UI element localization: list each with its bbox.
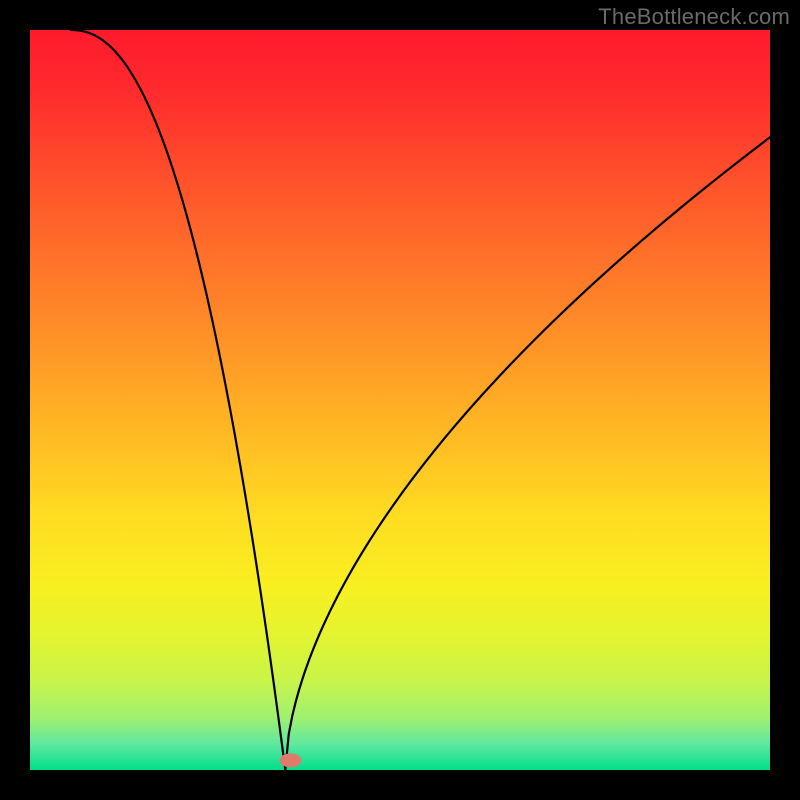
watermark-text: TheBottleneck.com (598, 4, 790, 30)
plot-background (30, 30, 770, 770)
optimal-point-marker (279, 753, 301, 767)
bottleneck-chart (0, 0, 800, 800)
